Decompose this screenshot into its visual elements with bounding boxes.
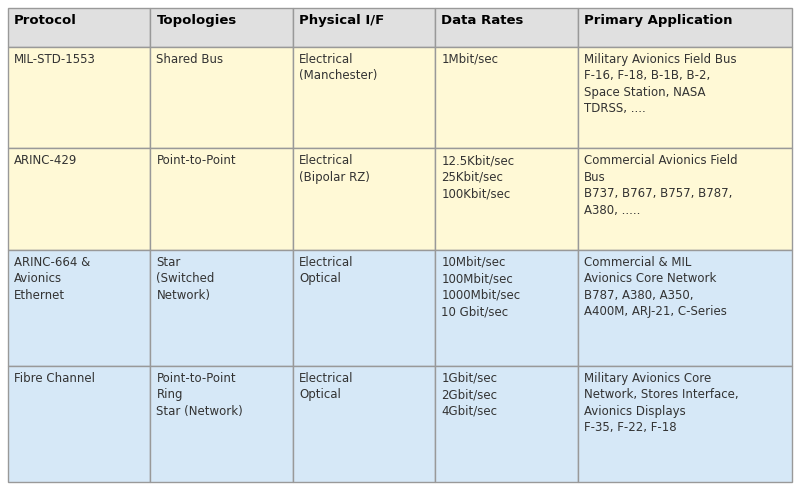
- Text: Protocol: Protocol: [14, 14, 77, 27]
- Text: Data Rates: Data Rates: [442, 14, 524, 27]
- Bar: [578, 250, 792, 366]
- Bar: [293, 366, 435, 482]
- Bar: [435, 366, 578, 482]
- Text: Star
(Switched
Network): Star (Switched Network): [157, 256, 215, 302]
- Text: ARINC-664 &
Avionics
Ethernet: ARINC-664 & Avionics Ethernet: [14, 256, 90, 302]
- Text: 1Gbit/sec
2Gbit/sec
4Gbit/sec: 1Gbit/sec 2Gbit/sec 4Gbit/sec: [442, 372, 498, 418]
- Text: Point-to-Point: Point-to-Point: [157, 154, 236, 167]
- Bar: [8, 8, 150, 47]
- Bar: [150, 47, 293, 148]
- Text: Topologies: Topologies: [157, 14, 237, 27]
- Bar: [150, 250, 293, 366]
- Text: Electrical
(Manchester): Electrical (Manchester): [299, 53, 378, 82]
- Text: Military Avionics Core
Network, Stores Interface,
Avionics Displays
F-35, F-22, : Military Avionics Core Network, Stores I…: [584, 372, 738, 435]
- Bar: [293, 8, 435, 47]
- Bar: [8, 366, 150, 482]
- Text: Point-to-Point
Ring
Star (Network): Point-to-Point Ring Star (Network): [157, 372, 243, 418]
- Text: Fibre Channel: Fibre Channel: [14, 372, 95, 385]
- Text: Commercial Avionics Field
Bus
B737, B767, B757, B787,
A380, .....: Commercial Avionics Field Bus B737, B767…: [584, 154, 738, 217]
- Bar: [435, 47, 578, 148]
- Bar: [578, 366, 792, 482]
- Bar: [435, 250, 578, 366]
- Text: Electrical
(Bipolar RZ): Electrical (Bipolar RZ): [299, 154, 370, 184]
- Bar: [8, 250, 150, 366]
- Text: 10Mbit/sec
100Mbit/sec
1000Mbit/sec
10 Gbit/sec: 10Mbit/sec 100Mbit/sec 1000Mbit/sec 10 G…: [442, 256, 521, 318]
- Text: Military Avionics Field Bus
F-16, F-18, B-1B, B-2,
Space Station, NASA
TDRSS, ..: Military Avionics Field Bus F-16, F-18, …: [584, 53, 737, 115]
- Bar: [293, 148, 435, 250]
- Text: Electrical
Optical: Electrical Optical: [299, 256, 354, 285]
- Text: 12.5Kbit/sec
25Kbit/sec
100Kbit/sec: 12.5Kbit/sec 25Kbit/sec 100Kbit/sec: [442, 154, 514, 200]
- Bar: [293, 250, 435, 366]
- Bar: [150, 148, 293, 250]
- Text: Physical I/F: Physical I/F: [299, 14, 384, 27]
- Text: Primary Application: Primary Application: [584, 14, 732, 27]
- Text: Electrical
Optical: Electrical Optical: [299, 372, 354, 401]
- Bar: [8, 47, 150, 148]
- Bar: [435, 148, 578, 250]
- Text: Shared Bus: Shared Bus: [157, 53, 223, 66]
- Text: ARINC-429: ARINC-429: [14, 154, 78, 167]
- Text: Commercial & MIL
Avionics Core Network
B787, A380, A350,
A400M, ARJ-21, C-Series: Commercial & MIL Avionics Core Network B…: [584, 256, 726, 318]
- Bar: [578, 8, 792, 47]
- Bar: [578, 47, 792, 148]
- Bar: [293, 47, 435, 148]
- Bar: [150, 366, 293, 482]
- Bar: [578, 148, 792, 250]
- Bar: [8, 148, 150, 250]
- Text: MIL-STD-1553: MIL-STD-1553: [14, 53, 96, 66]
- Text: 1Mbit/sec: 1Mbit/sec: [442, 53, 498, 66]
- Bar: [435, 8, 578, 47]
- Bar: [150, 8, 293, 47]
